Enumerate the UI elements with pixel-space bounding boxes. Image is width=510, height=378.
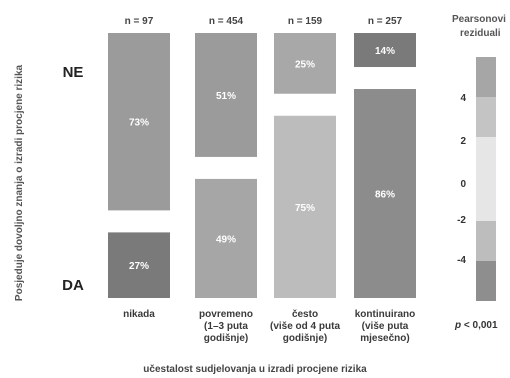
legend-band <box>476 57 496 97</box>
bar-segment-ne <box>108 33 170 211</box>
row-label-da: DA <box>62 277 84 294</box>
n-count-label: n = 97 <box>125 16 154 27</box>
pct-label-da: 27% <box>129 261 149 272</box>
pct-label-da: 75% <box>295 203 315 214</box>
pct-label-ne: 51% <box>216 91 236 102</box>
row-label-ne: NE <box>63 64 84 81</box>
bar-segment-da <box>354 89 416 299</box>
legend-tick-label: -4 <box>457 255 466 266</box>
category-label: kontinuirano <box>355 309 416 320</box>
n-count-label: n = 257 <box>368 16 403 27</box>
legend-tick-label: -2 <box>457 215 466 226</box>
category-label: godišnje) <box>204 333 248 344</box>
pct-label-da: 86% <box>375 190 395 201</box>
legend-band <box>476 97 496 137</box>
n-count-label: n = 454 <box>209 16 244 27</box>
category-label: (više od 4 puta <box>270 321 340 332</box>
legend-tick-label: 2 <box>460 136 466 147</box>
legend-title: reziduali <box>460 28 501 39</box>
pct-label-da: 49% <box>216 234 236 245</box>
pct-label-ne: 14% <box>375 46 395 57</box>
category-label: (1–3 puta <box>204 321 248 332</box>
category-label: povremeno <box>199 309 253 320</box>
bar-segment-ne <box>274 33 336 94</box>
pct-label-ne: 25% <box>295 59 315 70</box>
n-count-label: n = 159 <box>288 16 323 27</box>
x-axis-label: učestalost sudjelovanja u izradi procjen… <box>143 364 367 375</box>
category-label: nikada <box>123 309 155 320</box>
y-axis-label: Posjeduje dovoljno znanja o izradi procj… <box>14 64 25 301</box>
category-label: mjesečno) <box>360 333 409 344</box>
bar-segment-da <box>195 178 257 298</box>
category-label: godišnje) <box>283 333 327 344</box>
p-value-label: p < 0,001 <box>454 320 498 331</box>
legend-tick-label: 0 <box>460 179 466 190</box>
bar-segment-ne <box>195 33 257 157</box>
bar-segment-da <box>108 232 170 298</box>
category-label: (više puta <box>362 321 409 332</box>
bar-segment-da <box>274 115 336 298</box>
legend-title: Pearsonovi <box>452 14 506 25</box>
bar-segment-ne <box>354 33 416 68</box>
category-label: često <box>292 309 318 320</box>
legend-band <box>476 221 496 261</box>
legend-tick-label: 4 <box>460 93 466 104</box>
pct-label-ne: 73% <box>129 118 149 129</box>
legend-band <box>476 137 496 221</box>
legend-band <box>476 261 496 301</box>
